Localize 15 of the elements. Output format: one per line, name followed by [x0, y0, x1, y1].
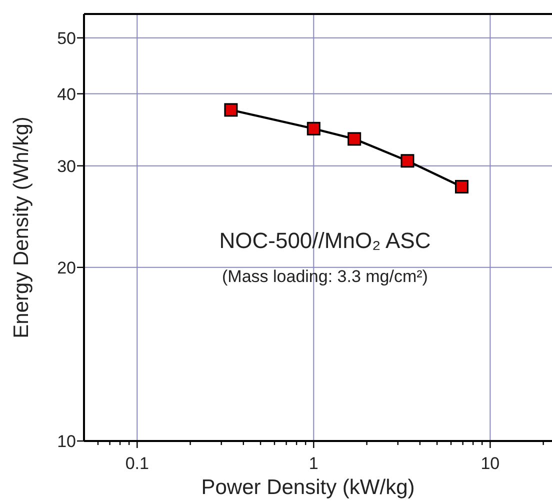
y-tick-label: 30: [57, 156, 76, 176]
y-axis-title: Energy Density (Wh/kg): [10, 116, 33, 338]
y-tick-label: 50: [57, 28, 76, 48]
point: [348, 132, 362, 146]
y-tick-label: 40: [57, 84, 76, 104]
x-tick-label: 1: [308, 454, 318, 473]
x-tick-label: 0.1: [125, 454, 149, 473]
point: [400, 154, 414, 168]
y-tick-label: 10: [57, 432, 76, 451]
x-tick-label: 10: [480, 454, 500, 473]
annotation: NOC-500//MnO₂ ASC: [219, 228, 431, 253]
y-tick-label: 20: [57, 258, 76, 278]
annotation: (Mass loading: 3.3 mg/cm²): [222, 267, 428, 286]
point: [454, 180, 468, 194]
x-axis-title: Power Density (kW/kg): [201, 476, 415, 499]
